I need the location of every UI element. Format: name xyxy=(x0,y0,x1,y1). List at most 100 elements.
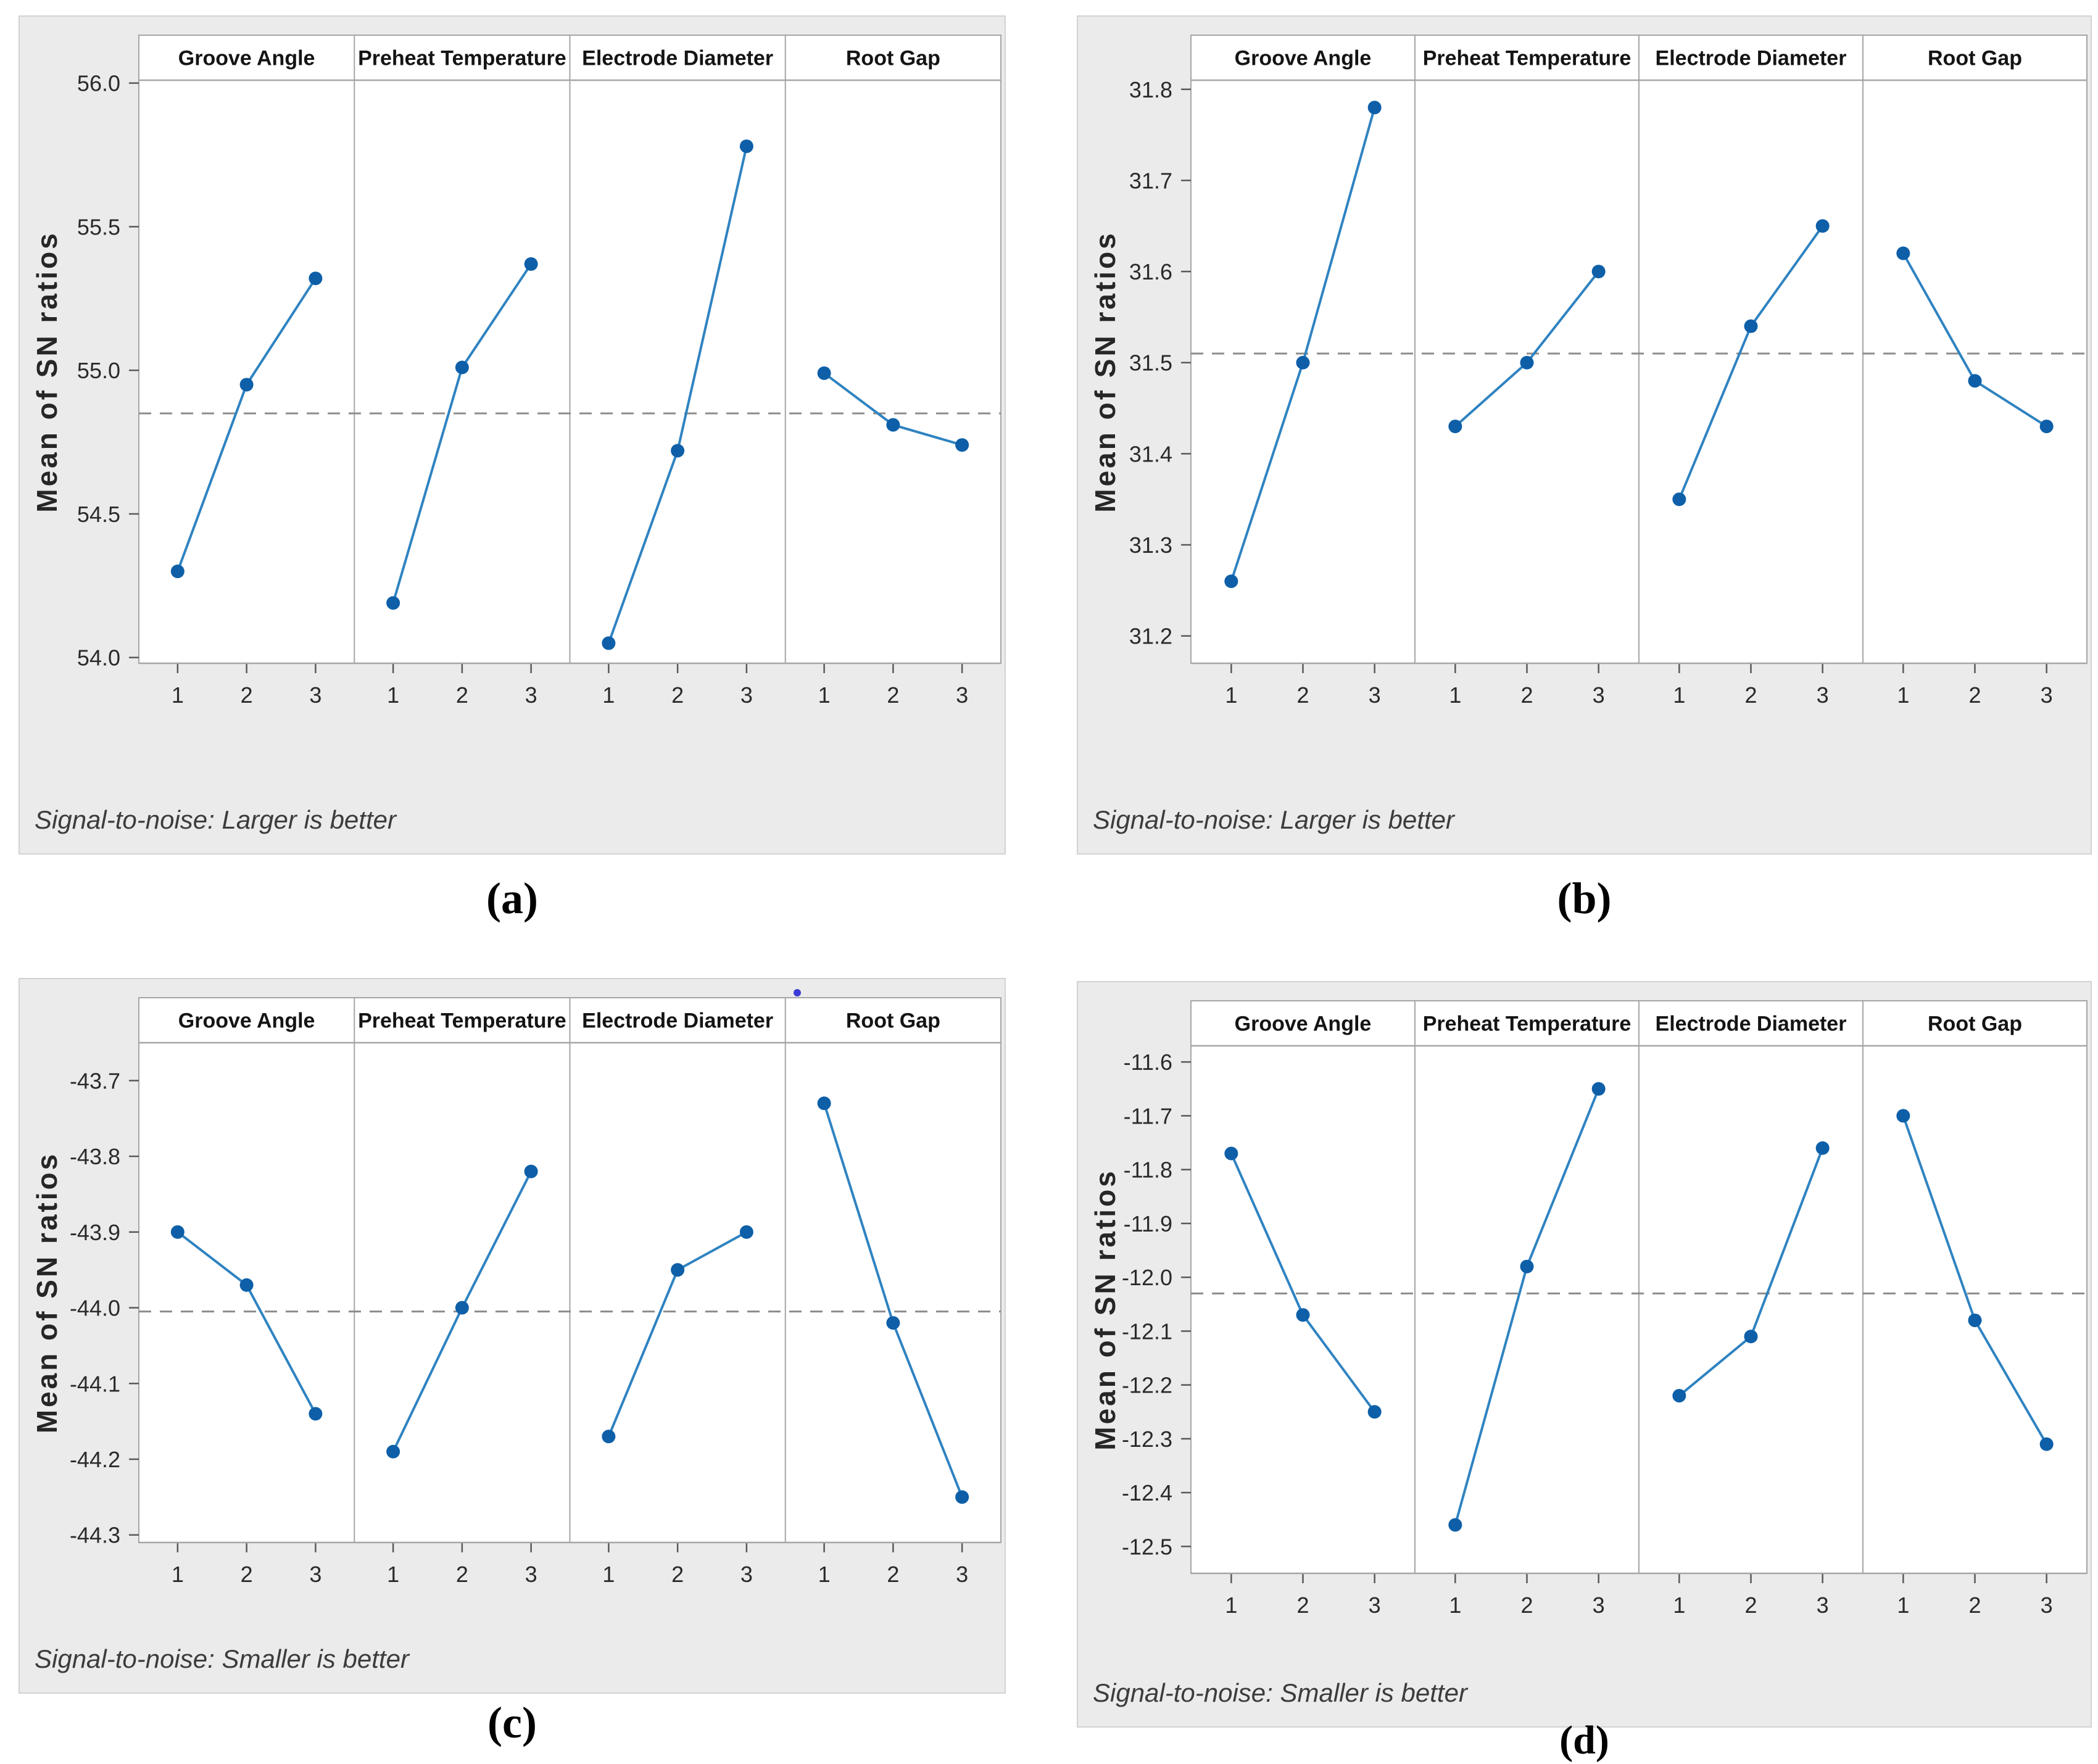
x-tick-label: 1 xyxy=(1673,1592,1685,1618)
data-point xyxy=(671,1263,685,1277)
y-axis-label: Mean of SN ratios xyxy=(1089,231,1121,513)
factor-header-label: Root Gap xyxy=(1928,1012,2022,1036)
factor-header-label: Electrode Diameter xyxy=(1656,1012,1847,1036)
x-tick-label: 2 xyxy=(1968,1592,1981,1618)
x-tick-label: 3 xyxy=(309,682,321,708)
panel-label-a: (a) xyxy=(486,874,538,923)
x-tick-label: 3 xyxy=(740,1562,753,1587)
y-tick-label: -44.3 xyxy=(70,1523,120,1548)
data-point xyxy=(1520,1259,1534,1273)
chart-card-d: Groove Angle Preheat Temperature Electrode… xyxy=(1077,981,2092,1728)
y-tick-label: -43.9 xyxy=(70,1220,120,1245)
y-tick-label: 54.5 xyxy=(77,502,120,527)
y-tick-label: 56.0 xyxy=(77,71,120,96)
data-point xyxy=(955,1490,969,1504)
x-tick-label: 3 xyxy=(956,1562,968,1587)
y-tick-label: 55.5 xyxy=(77,214,120,239)
x-tick-label: 2 xyxy=(671,682,684,708)
x-tick-label: 3 xyxy=(740,682,753,708)
data-point xyxy=(817,1096,831,1111)
y-tick-label: 31.4 xyxy=(1129,441,1172,466)
data-point xyxy=(886,418,900,432)
x-tick-label: 2 xyxy=(1520,1592,1533,1618)
footer-note: Signal-to-noise: Smaller is better xyxy=(35,1644,410,1673)
factor-header-label: Groove Angle xyxy=(178,47,315,70)
x-tick-label: 3 xyxy=(1369,1592,1381,1618)
x-tick-label: 1 xyxy=(602,682,615,708)
x-tick-label: 2 xyxy=(1968,682,1981,708)
y-tick-label: -12.4 xyxy=(1122,1480,1172,1505)
factor-header-label: Root Gap xyxy=(1928,47,2022,70)
data-point xyxy=(170,565,185,579)
x-tick-label: 2 xyxy=(1520,682,1533,708)
y-tick-label: -12.2 xyxy=(1122,1373,1172,1398)
data-point xyxy=(602,636,616,650)
data-point xyxy=(386,1444,400,1459)
x-tick-label: 3 xyxy=(1593,1592,1605,1618)
y-tick-label: 54.0 xyxy=(77,645,120,671)
y-tick-label: 31.3 xyxy=(1129,532,1172,558)
x-tick-label: 2 xyxy=(671,1562,684,1587)
x-tick-label: 1 xyxy=(387,682,399,708)
factor-header-label: Preheat Temperature xyxy=(1423,47,1632,70)
chart-card-c: Groove Angle Preheat Temperature Electrode… xyxy=(19,978,1006,1694)
footer-note: Signal-to-noise: Smaller is better xyxy=(1093,1678,1469,1707)
x-tick-label: 1 xyxy=(1897,682,1909,708)
y-axis-label: Mean of SN ratios xyxy=(1089,1169,1121,1451)
factor-header-label: Electrode Diameter xyxy=(582,1009,773,1033)
x-tick-label: 1 xyxy=(818,1562,831,1587)
y-tick-label: -44.1 xyxy=(70,1371,120,1396)
factor-header-label: Root Gap xyxy=(846,1009,940,1033)
x-tick-label: 1 xyxy=(602,1562,615,1587)
x-tick-label: 3 xyxy=(2041,682,2053,708)
stray-mark xyxy=(794,989,801,996)
x-tick-label: 1 xyxy=(172,1562,184,1587)
data-point xyxy=(455,360,469,375)
data-point xyxy=(2039,1437,2054,1451)
x-tick-label: 1 xyxy=(387,1562,399,1587)
data-point xyxy=(817,366,831,380)
x-tick-label: 2 xyxy=(887,1562,899,1587)
data-point xyxy=(739,139,753,154)
footer-note: Signal-to-noise: Larger is better xyxy=(1093,805,1456,834)
y-tick-label: -12.3 xyxy=(1122,1427,1172,1452)
x-tick-label: 3 xyxy=(525,682,537,708)
y-tick-label: -11.9 xyxy=(1124,1211,1172,1236)
data-point xyxy=(1367,1405,1382,1419)
x-tick-label: 2 xyxy=(1744,1592,1757,1618)
data-point xyxy=(524,257,538,271)
y-axis-label: Mean of SN ratios xyxy=(31,231,63,513)
y-tick-label: -12.5 xyxy=(1122,1534,1172,1559)
y-tick-label: 31.7 xyxy=(1129,168,1172,193)
x-tick-label: 3 xyxy=(1593,682,1605,708)
chart-card-b: Groove Angle Preheat Temperature Electrode… xyxy=(1077,15,2092,855)
data-point xyxy=(1224,1146,1238,1161)
y-tick-label: -12.0 xyxy=(1122,1265,1172,1290)
data-point xyxy=(239,378,254,392)
x-tick-label: 2 xyxy=(456,1562,468,1587)
y-tick-label: -44.2 xyxy=(70,1447,120,1472)
data-point xyxy=(1672,492,1686,507)
y-axis-label: Mean of SN ratios xyxy=(31,1152,63,1434)
y-tick-label: -12.1 xyxy=(1122,1319,1172,1344)
data-point xyxy=(1815,1141,1830,1155)
y-tick-label: -43.8 xyxy=(70,1144,120,1169)
factor-header-label: Root Gap xyxy=(846,47,940,70)
data-point xyxy=(1815,219,1830,233)
x-tick-label: 1 xyxy=(818,682,831,708)
data-point xyxy=(386,596,400,610)
data-point xyxy=(671,444,685,458)
x-tick-label: 2 xyxy=(456,682,468,708)
y-tick-label: -11.7 xyxy=(1124,1103,1172,1128)
x-tick-label: 3 xyxy=(309,1562,321,1587)
data-point xyxy=(1591,265,1606,279)
y-tick-label: 55.0 xyxy=(77,358,120,383)
panel-label-b: (b) xyxy=(1557,874,1612,923)
x-tick-label: 1 xyxy=(1225,682,1237,708)
data-point xyxy=(1296,355,1310,370)
data-point xyxy=(1224,574,1238,589)
y-tick-label: -43.7 xyxy=(70,1068,120,1093)
data-point xyxy=(1520,355,1534,370)
y-tick-label: 31.5 xyxy=(1129,350,1172,376)
